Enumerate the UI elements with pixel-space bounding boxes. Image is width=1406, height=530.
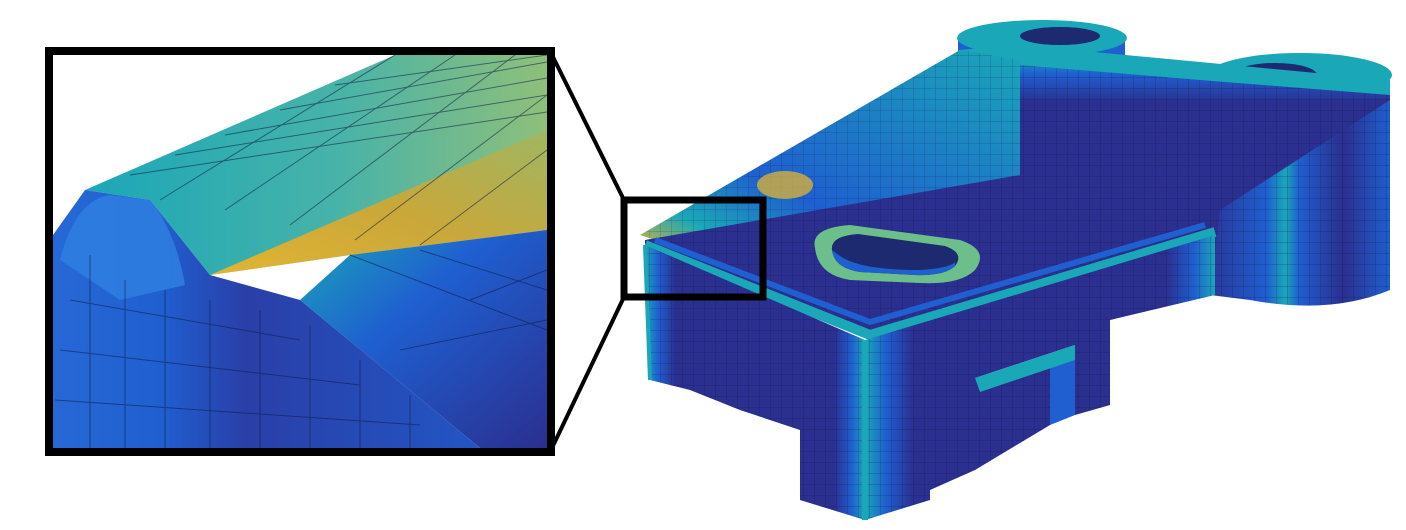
base-top-rim — [643, 227, 1217, 341]
stress-hotspot — [757, 171, 813, 199]
connector-line-top — [549, 52, 626, 201]
zoom-region-marker — [620, 196, 767, 301]
back-wall-rim — [958, 45, 1390, 95]
zoom-inset — [45, 47, 555, 456]
arch-ceiling — [975, 345, 1075, 392]
zoom-floor-face — [300, 230, 547, 448]
zoom-corner-bevel — [60, 195, 185, 300]
connector-line-bottom — [549, 296, 626, 451]
zoom-rib-face — [210, 130, 547, 275]
zoom-inset-frame — [45, 47, 555, 456]
mesh-part-model — [640, 20, 1392, 520]
hole-back — [1020, 27, 1100, 45]
